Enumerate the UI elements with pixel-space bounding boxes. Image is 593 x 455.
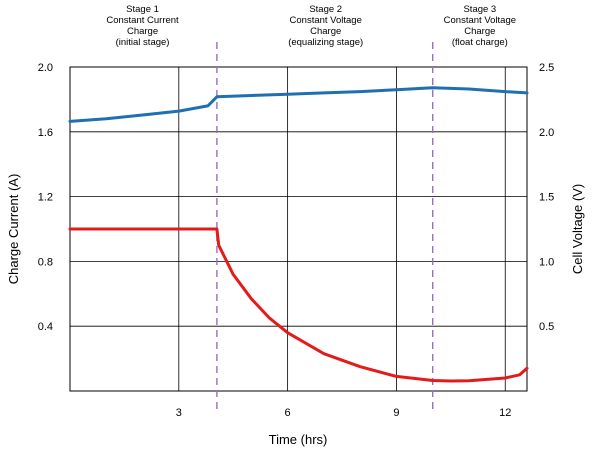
y-left-tick-label: 2.0: [38, 62, 53, 74]
y-left-tick-label: 1.6: [38, 127, 53, 139]
y-right-tick-label: 2.5: [539, 62, 554, 74]
data-series: [68, 86, 529, 383]
y-left-tick-label: 0.4: [38, 321, 53, 333]
stage-label-line: Charge: [127, 26, 158, 37]
stage-label-line: Constant Current: [106, 15, 179, 26]
stage-label-line: Constant Voltage: [444, 15, 516, 26]
axis-labels: Time (hrs) Charge Current (A) Cell Volta…: [6, 174, 585, 447]
stage-label-line: Stage 2: [309, 4, 342, 15]
stage-label-line: Stage 1: [126, 4, 159, 15]
y-right-tick-label: 1.5: [539, 192, 554, 204]
x-tick-label: 12: [499, 407, 511, 419]
stage-boundaries: [216, 42, 434, 412]
gridlines: [70, 66, 527, 391]
voltage-series-line: [68, 86, 529, 123]
y-left-tick-label: 0.8: [38, 256, 53, 268]
y-right-tick-label: 2.0: [539, 127, 554, 139]
stage-label-line: (initial stage): [116, 37, 170, 48]
x-tick-label: 9: [393, 407, 399, 419]
tick-labels: 3 6 9 12 0.4 0.8 1.2 1.6 2.0 0.5 1.0 1.5 2.0 2.5: [38, 62, 555, 419]
x-axis-label: Time (hrs): [269, 432, 328, 447]
y-right-tick-label: 1.0: [539, 256, 554, 268]
stage-label-line: Constant Voltage: [290, 15, 362, 26]
x-tick-label: 3: [176, 407, 182, 419]
x-tick-label: 6: [285, 407, 291, 419]
y-left-tick-label: 1.2: [38, 192, 53, 204]
stage-label-line: Stage 3: [463, 4, 496, 15]
y-axis-right-label: Cell Voltage (V): [570, 184, 585, 274]
y-right-tick-label: 0.5: [539, 321, 554, 333]
stage-label-line: (float charge): [452, 37, 508, 48]
current-series-line: [68, 227, 529, 383]
stage-label-line: Charge: [310, 26, 341, 37]
stage-label-line: Charge: [464, 26, 495, 37]
stage-label-line: (equalizing stage): [288, 37, 363, 48]
y-axis-left-label: Charge Current (A): [6, 174, 21, 285]
